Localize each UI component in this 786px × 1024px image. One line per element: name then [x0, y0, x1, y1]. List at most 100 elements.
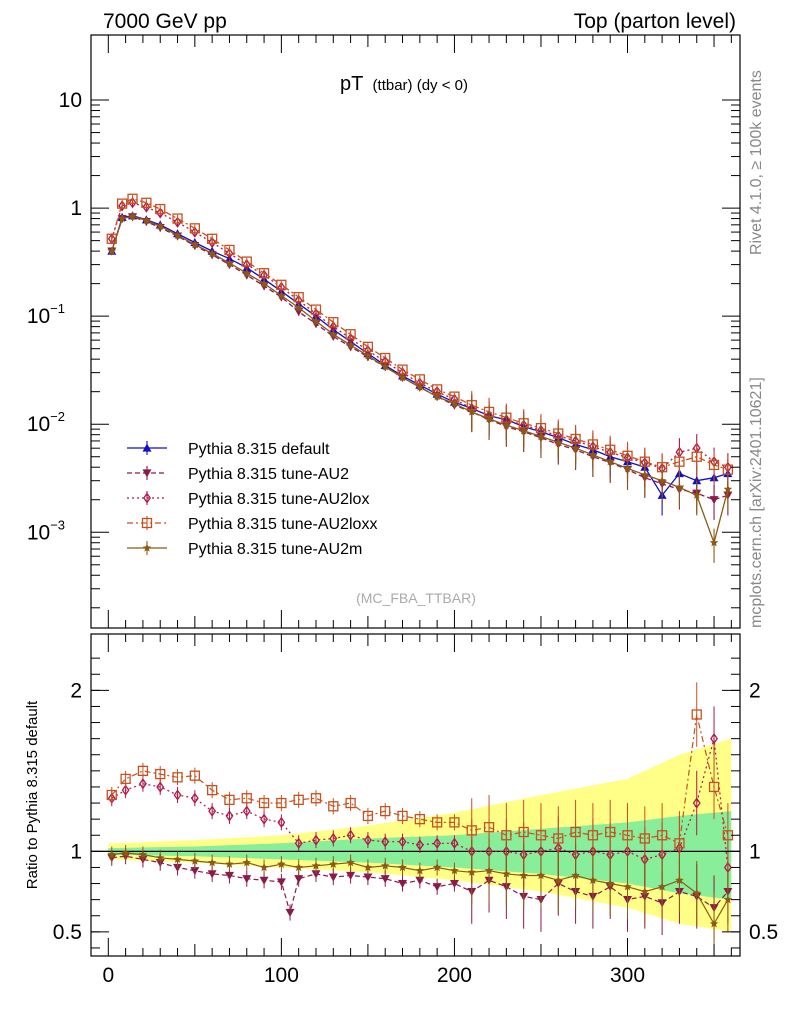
- ratio-point-au2lox: [329, 832, 338, 845]
- rivet-label: Rivet 4.1.0, ≥ 100k events: [748, 70, 765, 255]
- ratio-point-au2loxx: [570, 826, 581, 838]
- point-au2m: [311, 316, 321, 325]
- point-au2m: [294, 303, 303, 312]
- ratio-point-au2m: [294, 863, 303, 872]
- ratio-point-au2m: [554, 875, 563, 884]
- point-au2loxx: [293, 291, 304, 303]
- series-line-au2lox: [111, 202, 729, 470]
- point-au2loxx: [691, 451, 702, 462]
- ratio-point-au2: [207, 870, 217, 879]
- ratio-point-au2m: [155, 853, 165, 862]
- point-au2m: [723, 484, 733, 493]
- ratio-point-au2: [328, 873, 338, 882]
- point-au2m: [554, 437, 563, 446]
- ratio-point-au2lox: [208, 805, 217, 817]
- legend-marker: [142, 469, 152, 478]
- ratio-point-au2loxx: [431, 817, 443, 828]
- point-au2m: [675, 482, 684, 492]
- ratio-point-au2m: [692, 888, 701, 897]
- legend-marker: [143, 492, 151, 504]
- ratio-point-au2m: [173, 854, 182, 863]
- ratio-point-au2m: [277, 859, 286, 868]
- point-au2m: [107, 246, 116, 255]
- legend-marker: [142, 443, 152, 452]
- point-au2m: [640, 470, 650, 479]
- point-au2lox: [128, 197, 137, 209]
- ratio-point-au2: [294, 875, 304, 884]
- point-au2m: [415, 382, 425, 391]
- ratio-point-au2lox: [225, 810, 234, 822]
- ratio-point-au2loxx: [224, 794, 235, 805]
- ratio-point-au2lox: [710, 733, 718, 745]
- point-au2loxx: [224, 244, 235, 256]
- ratio-point-au2: [346, 871, 356, 880]
- ratio-series-au2loxx: [106, 682, 734, 876]
- ratio-point-au2loxx: [518, 826, 529, 838]
- ratio-point-au2lox: [121, 784, 130, 796]
- ratio-point-au2m: [605, 879, 615, 888]
- ratio-series-au2m: [107, 838, 733, 956]
- ratio-point-au2: [190, 867, 200, 876]
- ratio-point-au2loxx: [708, 781, 720, 793]
- point-au2lox: [156, 207, 165, 219]
- ratio-point-au2loxx: [189, 770, 200, 781]
- legend-label: Pythia 8.315 tune-AU2loxx: [188, 516, 377, 533]
- point-au2m: [588, 450, 598, 459]
- ratio-point-au2m: [138, 850, 148, 859]
- ratio-point-au2loxx: [206, 785, 218, 796]
- ratio-point-au2loxx: [414, 814, 425, 825]
- ratio-point-au2loxx: [155, 768, 166, 780]
- mcplots-label: mcplots.cern.ch [arXiv:2401.10621]: [748, 377, 765, 628]
- main-series-layer: [106, 193, 734, 563]
- point-au2loxx: [345, 329, 356, 340]
- ratio-point-au2lox: [138, 778, 147, 790]
- point-au2m: [363, 351, 373, 360]
- ratio-point-au2lox: [277, 816, 286, 829]
- point-au2lox: [225, 247, 234, 260]
- ratio-ytick-label: 2: [70, 679, 82, 702]
- ratio-point-au2loxx: [587, 830, 599, 841]
- ratio-point-au2loxx: [483, 822, 495, 833]
- ratio-point-au2lox: [450, 837, 459, 849]
- ratio-point-au2loxx: [258, 797, 270, 809]
- xtick-label: 300: [610, 964, 645, 987]
- point-au2loxx: [258, 268, 270, 279]
- ratio-point-au2lox: [312, 834, 320, 846]
- point-au2m: [173, 230, 182, 239]
- ratio-point-au2: [276, 878, 286, 887]
- ratio-point-au2loxx: [553, 833, 564, 844]
- header-left: 7000 GeV pp: [103, 10, 227, 33]
- point-au2loxx: [141, 197, 152, 208]
- header-right: Top (parton level): [574, 10, 736, 33]
- ratio-point-au2m: [588, 875, 598, 884]
- point-au2lox: [118, 200, 127, 212]
- ratio-point-au2loxx: [501, 830, 512, 841]
- ratio-ytick-label-right: 1: [749, 840, 761, 863]
- point-au2m: [657, 476, 667, 485]
- ratio-point-au2loxx: [328, 801, 339, 812]
- ratio-point-au2m: [432, 863, 442, 872]
- ratio-point-au2m: [398, 863, 407, 872]
- series-au2m: [107, 211, 733, 563]
- ratio-point-au2loxx: [656, 830, 668, 841]
- point-au2m: [207, 249, 217, 258]
- ratio-y-axis: 0.5 0.5 1 1 2 2: [53, 657, 778, 949]
- point-au2loxx: [310, 304, 322, 315]
- ratio-point-au2m: [709, 919, 719, 928]
- ratio-point-au2loxx: [276, 797, 287, 809]
- ratio-point-au2loxx: [310, 793, 322, 804]
- point-au2m: [117, 214, 127, 223]
- chart-title-main: pT: [340, 73, 363, 95]
- ratio-point-au2loxx: [449, 817, 460, 828]
- ratio-point-au2loxx: [535, 830, 547, 841]
- ratio-point-au2loxx: [674, 838, 685, 849]
- point-au2m: [692, 490, 701, 499]
- ratio-point-au2m: [259, 863, 269, 872]
- ratio-point-au2: [285, 908, 295, 918]
- main-ytick-label: 10: [59, 89, 82, 112]
- ratio-series-layer: [106, 682, 734, 956]
- main-ytick-label: 10−3: [27, 517, 65, 544]
- point-au2m: [155, 221, 165, 230]
- ratio-panel: 0.5 0.5 1 1 2 2 0 100 200 300 Ratio to Pythia 8.…: [24, 35, 778, 987]
- ratio-point-au2m: [311, 861, 321, 870]
